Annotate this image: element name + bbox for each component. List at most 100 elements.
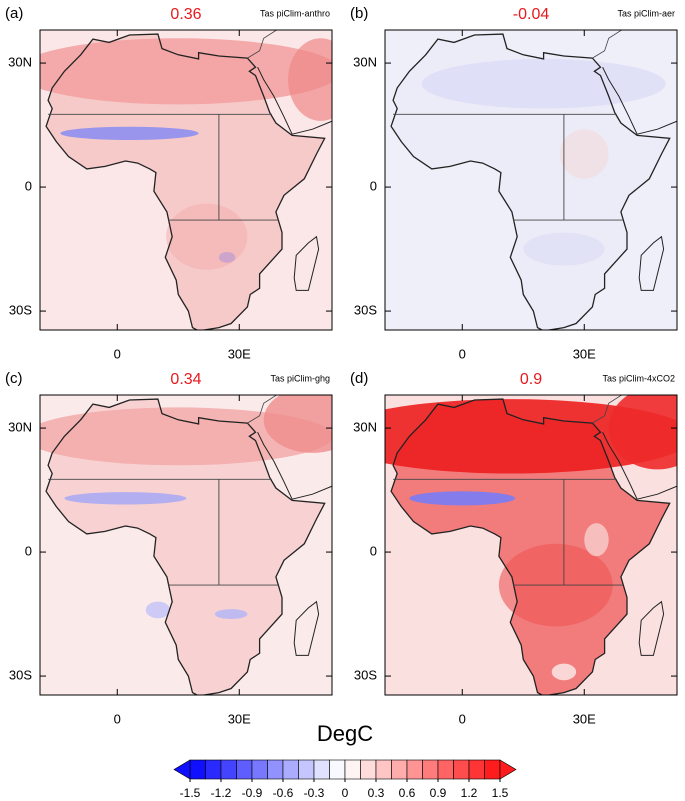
panel-mean: 0.9 (520, 371, 542, 388)
colorbar-tick-label: 0 (342, 786, 349, 800)
colorbar-tick-label: -1.2 (211, 786, 232, 800)
y-tick-label: 0 (25, 179, 32, 194)
coastline (602, 431, 677, 500)
colorbar-tick-label: 0.6 (399, 786, 416, 800)
colorbar-box (344, 759, 361, 780)
colorbar-tick-label: -1.5 (180, 786, 201, 800)
colorbar-box (437, 759, 454, 780)
y-tick-label: 30S (354, 668, 377, 683)
temperature-anomaly (214, 609, 248, 620)
colorbar-box (406, 759, 423, 780)
panel-label: (a) (5, 5, 23, 22)
y-tick-label: 30S (9, 303, 32, 318)
y-tick-label: 30S (354, 303, 377, 318)
colorbar-tick-label: -0.6 (273, 786, 294, 800)
land (391, 399, 670, 695)
temperature-anomaly (145, 601, 171, 619)
colorbar-end (173, 759, 191, 780)
colorbar-box (205, 759, 222, 780)
coastline (592, 395, 623, 424)
y-tick-label: 30N (353, 420, 377, 435)
temperature-anomaly (385, 399, 677, 474)
map-panel (385, 395, 677, 695)
temperature-anomaly (288, 38, 332, 121)
panel-mean: -0.04 (513, 6, 550, 23)
x-tick-label: 30E (228, 711, 251, 726)
colorbar-tick-label: -0.3 (304, 786, 325, 800)
temperature-anomaly (60, 126, 199, 140)
colorbar-box (484, 759, 501, 780)
temperature-anomaly (40, 38, 332, 105)
x-tick-label: 30E (573, 711, 596, 726)
x-tick-label: 0 (114, 711, 121, 726)
colorbar-box (468, 759, 485, 780)
coastline (45, 33, 326, 330)
panel-label: (b) (350, 5, 368, 22)
colorbar-box (251, 759, 268, 780)
colorbar-box (313, 759, 330, 780)
coastline (592, 30, 623, 59)
temperature-anomaly (608, 395, 677, 470)
panel-frame (384, 394, 678, 696)
panel-title: Tas piClim-4xCO2 (602, 373, 675, 383)
y-tick-label: 30N (8, 420, 32, 435)
temperature-anomaly (263, 395, 332, 453)
coastline (247, 30, 278, 59)
colorbar-box (453, 759, 470, 780)
land (46, 399, 325, 695)
y-tick-label: 0 (370, 544, 377, 559)
colorbar-box (360, 759, 377, 780)
x-tick-label: 30E (573, 346, 596, 361)
region-boundary (393, 113, 623, 221)
coastline (390, 33, 671, 330)
temperature-anomaly (584, 523, 609, 557)
temperature-anomaly (64, 492, 187, 505)
colorbar-tick-label: 0.9 (430, 786, 447, 800)
panel-title: Tas piClim-anthro (260, 8, 330, 18)
region-boundary (393, 478, 623, 586)
panel-mean: 0.34 (170, 371, 201, 388)
map-panel (40, 395, 332, 695)
map-panel (40, 30, 332, 330)
y-tick-label: 0 (370, 179, 377, 194)
temperature-anomaly (559, 129, 609, 179)
y-tick-label: 30S (9, 668, 32, 683)
coastline (293, 235, 320, 291)
coastline (257, 66, 332, 135)
coastline (45, 398, 326, 695)
coastline (638, 600, 665, 656)
panel-mean: 0.36 (170, 6, 201, 23)
colorbar-box (236, 759, 253, 780)
x-tick-label: 0 (459, 711, 466, 726)
coastline (247, 395, 278, 424)
colorbar-tick-label: 1.5 (492, 786, 509, 800)
temperature-anomaly (166, 203, 248, 270)
colorbar-title: DegC (317, 721, 373, 746)
colorbar-box (267, 759, 284, 780)
temperature-anomaly (421, 58, 666, 109)
colorbar-box (422, 759, 439, 780)
colorbar-box (220, 759, 237, 780)
temperature-anomaly (551, 663, 577, 681)
panel-frame (39, 394, 333, 696)
coastline (257, 431, 332, 500)
x-tick-label: 30E (228, 346, 251, 361)
coastline (390, 398, 671, 695)
map-panel (385, 30, 677, 330)
colorbar-tick-label: 1.2 (461, 786, 478, 800)
colorbar-tick-label: -0.9 (242, 786, 263, 800)
y-tick-label: 0 (25, 544, 32, 559)
y-tick-label: 30N (8, 55, 32, 70)
panel-frame (384, 29, 678, 331)
panel-title: Tas piClim-aer (617, 8, 675, 18)
colorbar-box (391, 759, 408, 780)
colorbar-end (499, 759, 517, 780)
land (46, 34, 325, 330)
colorbar-tick-label: 0.3 (368, 786, 385, 800)
coastline (293, 600, 320, 656)
x-tick-label: 0 (114, 346, 121, 361)
region-boundary (48, 113, 278, 221)
coastline (602, 66, 677, 135)
panel-frame (39, 29, 333, 331)
